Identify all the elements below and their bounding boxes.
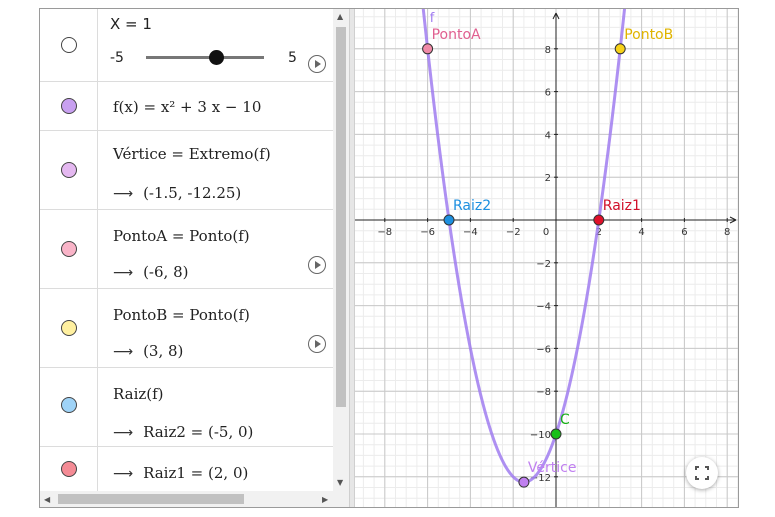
slider-max: 5 — [288, 50, 297, 66]
raiz2-value: ⟶ Raiz2 = (-5, 0) — [113, 423, 254, 441]
algebra-row-pontob[interactable]: PontoB = Ponto(f) ⟶ (3, 8) — [40, 289, 333, 368]
y-tick-label: −2 — [536, 259, 551, 270]
x-tick-label: 2 — [596, 227, 602, 238]
y-tick-label: −10 — [530, 430, 551, 441]
marble-column — [40, 9, 98, 81]
point-pontob — [614, 43, 626, 55]
visibility-toggle[interactable] — [61, 241, 77, 257]
scroll-down-icon[interactable]: ▼ — [337, 478, 344, 487]
function-definition[interactable]: f(x) = x² + 3 x − 10 — [113, 98, 262, 116]
visibility-toggle[interactable] — [61, 461, 77, 477]
visibility-toggle[interactable] — [61, 397, 77, 413]
algebra-row-function[interactable]: f(x) = x² + 3 x − 10 — [40, 82, 333, 131]
raiz-definition[interactable]: Raiz(f) — [113, 385, 164, 403]
scroll-up-icon[interactable]: ▲ — [337, 12, 344, 21]
algebra-row-pontoa[interactable]: PontoA = Ponto(f) ⟶ (-6, 8) — [40, 210, 333, 289]
algebra-row-raiz1[interactable]: ⟶ Raiz1 = (2, 0) — [40, 447, 333, 491]
arrow-icon: ⟶ — [113, 344, 134, 360]
slider-label: X = 1 — [110, 15, 152, 33]
y-tick-label: 6 — [545, 88, 551, 99]
point-pontoa — [422, 43, 434, 55]
arrow-icon: ⟶ — [113, 186, 134, 202]
slider-track[interactable] — [146, 56, 264, 59]
horizontal-scrollbar[interactable]: ◀ ▶ — [40, 491, 349, 507]
scroll-right-icon[interactable]: ▶ — [322, 495, 329, 504]
slider-row[interactable]: X = 1 -5 5 — [40, 9, 333, 82]
x-tick-label: −6 — [420, 227, 435, 238]
y-tick-label: −4 — [536, 302, 551, 313]
horizontal-scroll-thumb[interactable] — [58, 494, 244, 504]
function-label: f — [430, 11, 435, 26]
y-axis-arrow-icon — [552, 12, 560, 20]
point-vértice — [518, 476, 530, 488]
point-label: Raiz2 — [453, 198, 491, 214]
x-tick-label: 4 — [638, 227, 644, 238]
x-tick-label: 8 — [724, 227, 730, 238]
fullscreen-icon-glyph — [695, 466, 709, 480]
arrow-icon: ⟶ — [113, 466, 134, 482]
view-divider[interactable] — [349, 9, 355, 507]
play-icon[interactable] — [308, 335, 326, 353]
x-tick-label: 0 — [543, 227, 549, 238]
x-axis-arrow-icon — [729, 216, 737, 224]
slider-knob[interactable] — [209, 50, 225, 65]
vertical-scroll-thumb[interactable] — [336, 27, 346, 407]
visibility-toggle[interactable] — [61, 98, 77, 114]
play-icon[interactable] — [308, 55, 326, 73]
vertice-definition[interactable]: Vértice = Extremo(f) — [113, 145, 271, 163]
vertice-value: ⟶ (-1.5, -12.25) — [113, 184, 242, 202]
point-c — [550, 428, 562, 440]
algebra-row-raiz[interactable]: Raiz(f) ⟶ Raiz2 = (-5, 0) — [40, 368, 333, 447]
y-tick-label: −8 — [536, 387, 551, 398]
point-label: PontoA — [432, 27, 481, 43]
pontoa-definition[interactable]: PontoA = Ponto(f) — [113, 227, 250, 245]
scroll-left-icon[interactable]: ◀ — [44, 495, 51, 504]
y-tick-label: 8 — [545, 45, 551, 56]
algebra-row-vertice[interactable]: Vértice = Extremo(f) ⟶ (-1.5, -12.25) — [40, 131, 333, 210]
play-icon[interactable] — [308, 256, 326, 274]
point-label: Vértice — [528, 460, 577, 476]
y-tick-label: 4 — [545, 130, 551, 141]
x-tick-label: −8 — [377, 227, 392, 238]
point-label: C — [560, 412, 570, 428]
x-tick-label: 6 — [681, 227, 687, 238]
geogebra-app: X = 1 -5 5 f(x) = x² + 3 x − 10 Vértice … — [39, 8, 739, 508]
pontob-value: ⟶ (3, 8) — [113, 342, 184, 360]
x-tick-label: −4 — [463, 227, 478, 238]
visibility-toggle[interactable] — [61, 37, 77, 53]
arrow-icon: ⟶ — [113, 425, 134, 441]
slider-min: -5 — [110, 50, 124, 66]
fullscreen-icon[interactable] — [686, 457, 718, 489]
raiz1-value: ⟶ Raiz1 = (2, 0) — [113, 464, 249, 482]
vertical-scrollbar[interactable]: ▲ ▼ — [333, 9, 349, 491]
graphics-view[interactable]: −8 −6 −4 −2 0 2 4 6 8 8 6 4 2 −2 −4 −6 −8 −10 −12 f PontoA Po… — [355, 9, 739, 508]
x-tick-label: −2 — [506, 227, 521, 238]
visibility-toggle[interactable] — [61, 320, 77, 336]
arrow-icon: ⟶ — [113, 265, 134, 281]
point-label: PontoB — [624, 27, 673, 43]
point-raiz1 — [593, 214, 605, 226]
pontob-definition[interactable]: PontoB = Ponto(f) — [113, 306, 250, 324]
pontoa-value: ⟶ (-6, 8) — [113, 263, 189, 281]
point-label: Raiz1 — [603, 198, 641, 214]
y-tick-label: 2 — [545, 173, 551, 184]
visibility-toggle[interactable] — [61, 162, 77, 178]
algebra-view: X = 1 -5 5 f(x) = x² + 3 x − 10 Vértice … — [40, 9, 333, 491]
y-tick-label: −6 — [536, 344, 551, 355]
y-tick-label: −12 — [530, 473, 551, 484]
point-raiz2 — [443, 214, 455, 226]
